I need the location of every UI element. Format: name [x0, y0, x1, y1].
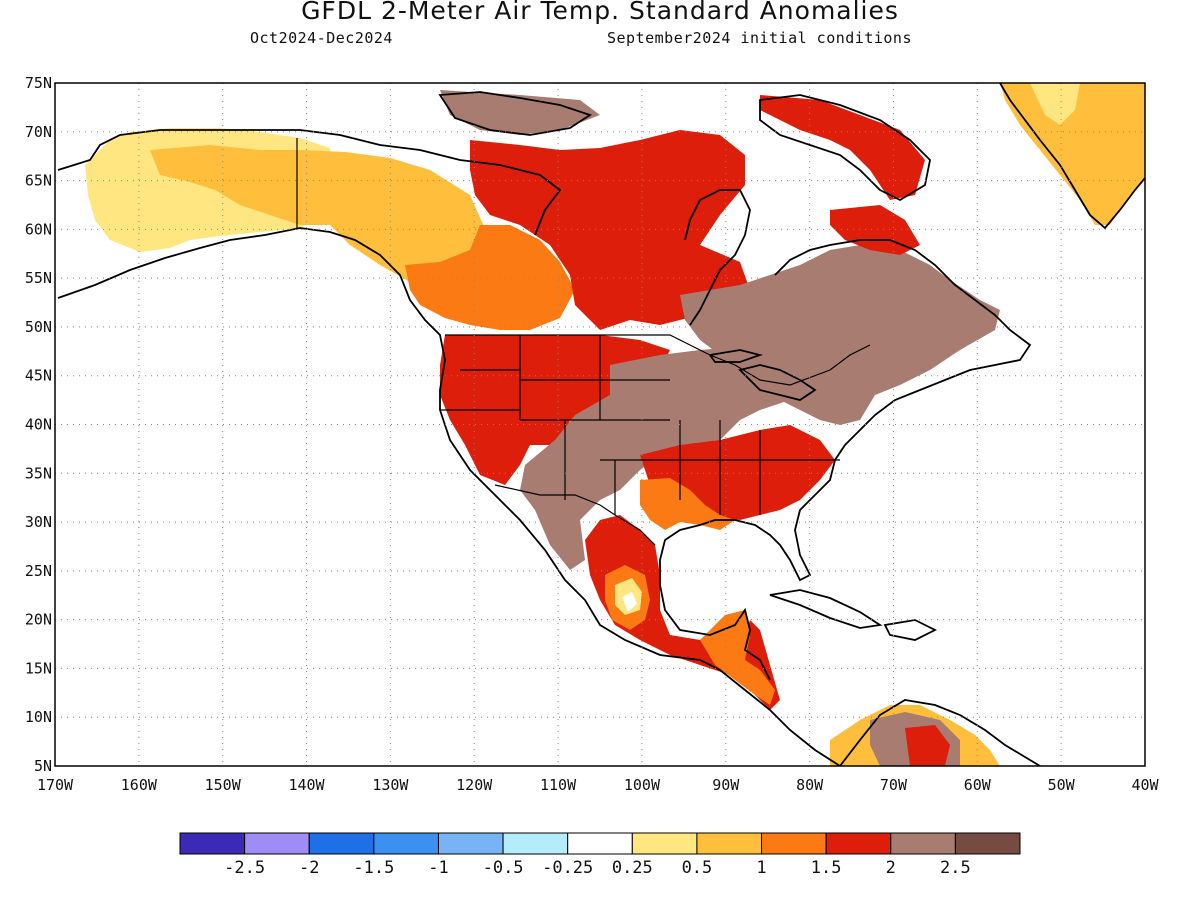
colorbar-swatch [373, 832, 439, 855]
colorbar-swatch [567, 832, 633, 855]
lon-label: 160W [121, 776, 158, 794]
colorbar-swatch [696, 832, 763, 855]
latitude-labels: 75N 70N 65N 60N 55N 50N 45N 40N 35N 30N 25N 20N 15N 1… [25, 74, 52, 775]
lat-label: 65N [25, 172, 52, 190]
lat-label: 70N [25, 123, 52, 141]
coastline-south-america [839, 699, 1041, 766]
coastline-great-lakes [738, 364, 817, 401]
plot-frame [54, 82, 1146, 767]
colorbar-label: -1.5 [353, 858, 394, 878]
lon-label: 80W [796, 776, 824, 794]
colorbar-label: 0.25 [612, 858, 653, 878]
lon-label: 60W [964, 776, 992, 794]
lon-label: 170W [37, 776, 74, 794]
colorbar-label: 0.5 [682, 858, 713, 878]
colorbar-swatch [244, 832, 310, 855]
lon-label: 50W [1048, 776, 1076, 794]
colorbar-label: -0.5 [483, 858, 524, 878]
coastline-alaska-north [57, 129, 562, 236]
colorbar-label: 2.5 [940, 858, 971, 878]
colorbar-swatch [890, 832, 956, 855]
lon-label: 140W [288, 776, 325, 794]
region-southeast-us [640, 425, 835, 520]
lon-label: 40W [1131, 776, 1159, 794]
colorbar-swatch [179, 832, 246, 855]
border-us-mexico [494, 484, 656, 546]
coastline-baffin [759, 94, 931, 202]
longitude-labels: 170W 160W 150W 140W 130W 120W 110W 100W 90W 80W 70… [37, 776, 1160, 794]
coastline-hudson-bay [684, 189, 751, 326]
coastline-hispaniola [883, 619, 938, 641]
lat-label: 15N [25, 659, 52, 677]
colorbar-swatch [954, 832, 1021, 855]
anomaly-shading [85, 83, 1145, 766]
lat-label: 45N [25, 367, 52, 385]
lat-label: 35N [25, 464, 52, 482]
coastlines [57, 83, 1145, 766]
colorbar-swatch [437, 832, 504, 855]
coastline-labrador-atlantic [659, 239, 1032, 681]
region-arctic-islands [440, 90, 600, 135]
lon-label: 100W [624, 776, 661, 794]
region-central-canada [470, 130, 750, 330]
colorbar-swatch [631, 832, 698, 855]
colorbar-label: 2 [886, 858, 896, 878]
lon-label: 70W [880, 776, 908, 794]
lat-label: 75N [25, 74, 52, 92]
lat-label: 25N [25, 562, 52, 580]
colorbar-swatch [502, 832, 569, 855]
region-northwest-canada [405, 225, 575, 330]
colorbar-label: -1 [428, 858, 448, 878]
lon-label: 120W [456, 776, 493, 794]
border-us-canada [445, 334, 871, 386]
region-baffin-island [760, 95, 925, 200]
colorbar-labels: -2.5 -2 -1.5 -1 -0.5 -0.25 0.25 0.5 1 1.5 2 2.5 [224, 858, 971, 878]
colorbar-label: -0.25 [542, 858, 593, 878]
coastline-greenland [999, 83, 1145, 230]
region-central-america [700, 610, 775, 705]
colorbar-label: -2 [299, 858, 319, 878]
lat-label: 10N [25, 708, 52, 726]
lat-label: 40N [25, 416, 52, 434]
coastline-cuba [769, 589, 883, 629]
lon-label: 110W [540, 776, 577, 794]
region-venezuela-core [905, 725, 950, 766]
coastline-lake-superior [708, 349, 764, 363]
colorbar-label: 1.5 [811, 858, 842, 878]
region-mexico-cool-spot [622, 592, 637, 612]
lat-label: 60N [25, 220, 52, 238]
lat-label: 5N [34, 757, 52, 775]
political-borders [296, 138, 871, 546]
forecast-period: Oct2024-Dec2024 [250, 29, 393, 47]
map-title: GFDL 2-Meter Air Temp. Standard Anomalie… [301, 0, 899, 25]
region-alaska-interior [150, 145, 490, 282]
colorbar [179, 832, 1021, 855]
region-greenland [1000, 83, 1145, 225]
colorbar-label: -2.5 [224, 858, 265, 878]
border-state-north [440, 335, 840, 515]
lat-label: 20N [25, 611, 52, 629]
lat-label: 30N [25, 513, 52, 531]
lon-label: 130W [372, 776, 409, 794]
colorbar-swatch [825, 832, 892, 855]
lon-label: 90W [712, 776, 740, 794]
coastline-arctic-islands [438, 91, 593, 136]
region-greenland-west [1030, 83, 1080, 125]
region-gulf-coast [640, 478, 735, 530]
lon-label: 150W [205, 776, 242, 794]
colorbar-swatch [308, 832, 375, 855]
lat-label: 50N [25, 318, 52, 336]
lat-label: 55N [25, 269, 52, 287]
colorbar-swatch [761, 832, 827, 855]
colorbar-label: 1 [756, 858, 766, 878]
initial-conditions-label: September2024 initial conditions [607, 29, 912, 47]
